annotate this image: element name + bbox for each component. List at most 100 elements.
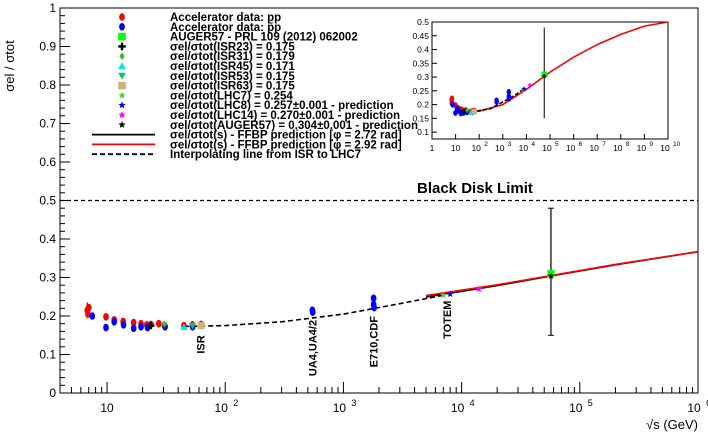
inset-data-point: [465, 107, 470, 114]
y-axis-label: σel / σtot: [2, 40, 17, 92]
inset-data-point: [506, 88, 512, 95]
x-tick-exponent: 4: [470, 398, 475, 408]
x-tick-exponent: 6: [706, 398, 708, 408]
inset-data-point: [471, 108, 478, 115]
legend-marker: [118, 62, 126, 70]
data-point: [446, 290, 454, 297]
inset-data-point: [449, 95, 455, 102]
data-point: [85, 303, 92, 312]
inset-y-tick-label: 0.35: [412, 58, 429, 68]
x-tick-label: 10: [569, 401, 583, 415]
inset-data-point: [520, 86, 526, 92]
x-tick-label: 10: [215, 401, 229, 415]
legend-marker: [118, 91, 126, 99]
data-point: [439, 291, 447, 299]
inset-x-tick-label: 10: [589, 143, 599, 153]
main-curves: [60, 199, 699, 328]
data-point: [147, 322, 155, 330]
data-point: [111, 317, 118, 326]
legend-label: AUGER57 - PRL 109 (2012) 062002: [170, 32, 358, 44]
data-point: [120, 321, 127, 329]
annotation-label: TOTEM: [442, 301, 454, 339]
data-point: [89, 312, 96, 320]
data-point: [475, 285, 483, 292]
legend-label: σel/σtot(ISR45) = 0.171: [170, 61, 295, 73]
inset-y-tick-label: 0.2: [417, 100, 429, 110]
x-tick-exponent: 3: [351, 398, 356, 408]
inset-x-tick-label: 10: [613, 143, 623, 153]
inset-data-point: [494, 98, 499, 105]
legend-label: σel/σtot(s) - FFBP prediction [φ = 2.72 …: [170, 130, 402, 142]
data-point: [103, 323, 109, 332]
data-point: [155, 319, 162, 328]
y-tick-label: 0.6: [39, 155, 56, 169]
inset-chart: 0.10.150.20.250.30.350.40.450.51 10 10 2 10 3…: [412, 17, 680, 153]
annotations: ISR UA4,UA4/2 E710,CDF TOTEM: [196, 301, 454, 377]
legend-label: σel/σtot(ISR31) = 0.179: [170, 51, 295, 63]
y-tick-label: 0.5: [39, 194, 56, 208]
y-tick-label: 0.8: [39, 78, 56, 92]
data-point: [370, 294, 377, 303]
data-point: [180, 323, 188, 331]
inset-x-tick-label: 10: [495, 143, 505, 153]
data-point: [371, 303, 378, 312]
annotation-label: E710,CDF: [369, 316, 381, 368]
inset-y-tick-label: 0.1: [417, 127, 429, 137]
annotation-label: UA4,UA4/2: [307, 320, 319, 376]
data-point: [103, 312, 109, 321]
y-tick-label: 0.2: [39, 309, 56, 323]
legend-label: σel/σtot(ISR23) = 0.175: [170, 41, 295, 53]
inset-y-tick-label: 0.3: [417, 72, 429, 82]
inset-data-point: [506, 95, 512, 102]
data-point: [130, 324, 137, 333]
inset-x-tick-label: 10: [637, 143, 647, 153]
y-tick-label: 0: [49, 386, 56, 400]
legend-label: σel/σtot(ISR63) = 0.175: [170, 81, 295, 93]
inset-x-tick-exponent: 9: [649, 141, 653, 148]
inset-x-tick-exponent: 7: [602, 141, 606, 148]
legend-marker: [118, 121, 126, 128]
inset-data-point: [521, 86, 527, 92]
annotation-label: ISR: [196, 335, 208, 353]
inset-data-point: [527, 82, 533, 88]
y-tick-label: 0.3: [39, 271, 56, 285]
main-points: [84, 207, 555, 336]
inset-x-tick-exponent: 4: [531, 141, 535, 148]
legend-marker: [119, 52, 125, 60]
inset-x-tick-label: 10: [519, 143, 529, 153]
inset-data-point: [450, 101, 455, 108]
data-point: [309, 308, 316, 316]
data-point: [188, 322, 197, 330]
black-disk-label: Black Disk Limit: [417, 180, 533, 197]
data-point: [197, 322, 205, 330]
inset-x-tick-exponent: 8: [626, 141, 630, 148]
legend-label: Interpolating line from ISR to LHC7: [170, 149, 361, 161]
legend-label: σel/σtot(LHC8) = 0.257±0.001 - predictio…: [170, 100, 394, 112]
legend-label: Accelerator data: p̄p: [170, 22, 281, 34]
legend-marker: [119, 13, 125, 21]
y-tick-label: 0.1: [39, 348, 56, 362]
x-tick-label: 10: [333, 401, 347, 415]
legend-marker: [118, 111, 126, 119]
inset-data-point: [541, 73, 547, 79]
inset-x-tick-exponent: 6: [579, 141, 583, 148]
legend-marker: [119, 23, 125, 31]
x-tick-label: 10: [687, 401, 701, 415]
inset-x-tick-label: 1: [430, 143, 435, 153]
data-point: [547, 272, 555, 279]
inset-y-tick-label: 0.15: [412, 113, 429, 123]
y-tick-label: 0.7: [39, 117, 56, 131]
inset-x-tick-exponent: 5: [555, 141, 559, 148]
y-tick-label: 0.4: [39, 232, 56, 246]
inset-x-tick-label: 10: [660, 143, 670, 153]
legend-label: Accelerator data: pp: [170, 12, 281, 24]
inset-interp-line: [470, 89, 524, 113]
inset-x-tick-exponent: 2: [484, 141, 488, 148]
y-tick-label: 1: [49, 1, 56, 15]
legend-label: σel/σtot(s) - FFBP prediction [φ = 2.92 …: [170, 139, 402, 151]
inset-x-tick-label: 10: [542, 143, 552, 153]
legend-label: σel/σtot(ISR53) = 0.175: [170, 71, 295, 83]
x-tick-exponent: 2: [233, 398, 238, 408]
x-tick-label: 10: [100, 401, 114, 415]
